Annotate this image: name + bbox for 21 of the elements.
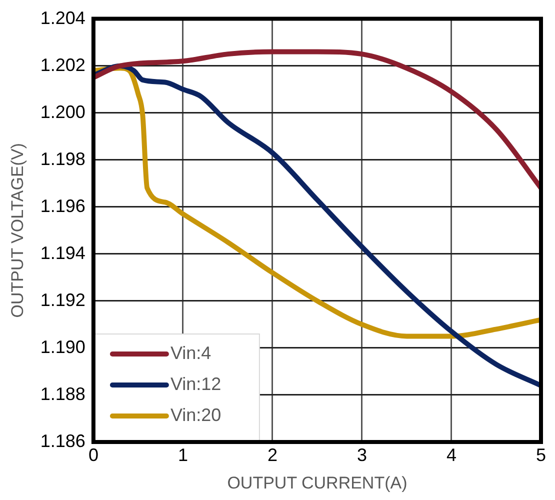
x-tick-label: 5 [536, 444, 546, 465]
y-tick-label: 1.204 [40, 8, 86, 28]
x-tick-label: 2 [267, 444, 278, 465]
y-tick-label: 1.196 [40, 196, 86, 216]
x-tick-label: 3 [356, 444, 367, 465]
x-tick-label: 1 [178, 444, 188, 465]
x-tick-label: 0 [88, 444, 98, 465]
legend-label: Vin:20 [170, 404, 222, 425]
y-tick-label: 1.190 [40, 336, 86, 357]
y-tick-label: 1.202 [40, 54, 86, 75]
y-tick-label: 1.194 [40, 242, 86, 263]
y-tick-label: 1.192 [40, 290, 86, 310]
y-tick-label: 1.200 [40, 102, 86, 122]
legend-label: Vin:4 [170, 342, 212, 363]
y-tick-label: 1.188 [40, 384, 86, 404]
y-tick-label: 1.198 [40, 148, 86, 169]
x-axis-title: OUTPUT CURRENT(A) [227, 473, 408, 492]
y-axis-title: OUTPUT VOLTAGE(V) [8, 143, 27, 318]
y-tick-label: 1.186 [40, 430, 86, 451]
x-tick-label: 4 [446, 444, 456, 465]
legend-label: Vin:12 [170, 374, 222, 394]
